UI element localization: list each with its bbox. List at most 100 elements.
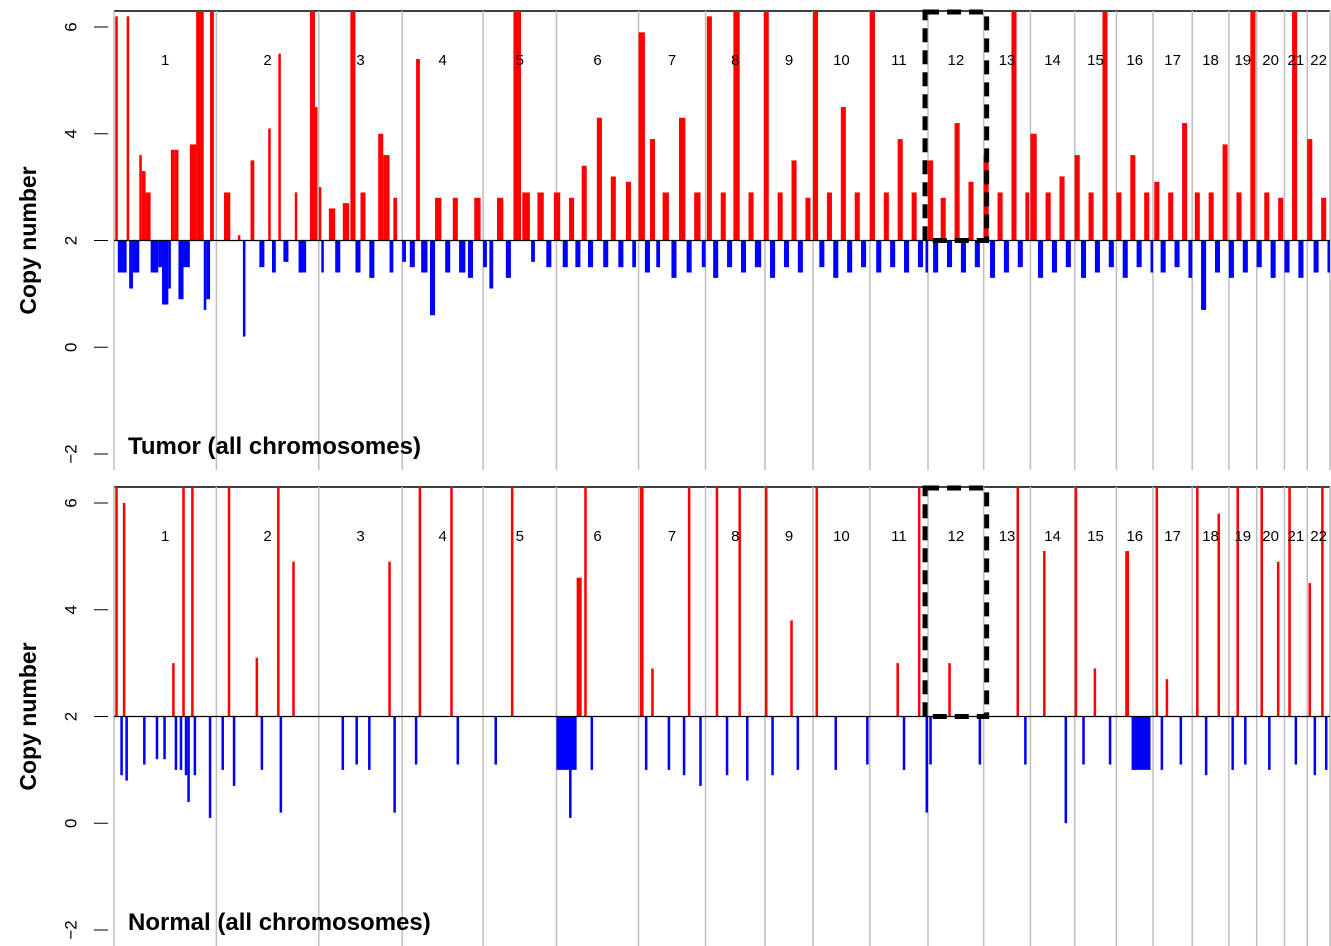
loss-bar <box>389 240 394 273</box>
gain-bar <box>174 149 179 241</box>
gain-bar <box>720 192 726 241</box>
loss-bar <box>989 240 996 278</box>
loss-bar <box>1244 716 1247 765</box>
chromosome-label: 17 <box>1164 528 1181 545</box>
loss-bar <box>242 240 246 337</box>
gain-bar <box>210 11 214 241</box>
loss-bar <box>682 716 686 776</box>
gain-bar <box>826 192 832 241</box>
gain-bar <box>474 197 481 241</box>
loss-bar <box>178 240 184 300</box>
loss-bar <box>847 240 853 273</box>
loss-bar <box>1256 240 1262 268</box>
gain-bar <box>748 192 754 241</box>
gain-bar <box>196 11 204 241</box>
loss-bar <box>834 716 838 770</box>
highlight-box <box>922 485 990 719</box>
loss-bar <box>531 240 535 262</box>
gain-bar <box>581 165 587 241</box>
loss-bar <box>946 240 953 268</box>
loss-bar <box>644 716 648 770</box>
gain-bar <box>309 11 315 241</box>
loss-bar <box>588 240 594 268</box>
gain-bar <box>172 663 175 717</box>
loss-bar <box>430 240 436 316</box>
loss-bar <box>1270 240 1276 278</box>
loss-bar <box>125 716 128 781</box>
loss-bar <box>904 240 910 273</box>
gain-bar <box>1074 155 1080 241</box>
gain-bar <box>170 149 175 241</box>
loss-bar <box>259 240 265 268</box>
loss-bar <box>644 240 650 273</box>
gain-bar <box>1011 11 1017 241</box>
chromosome-label: 16 <box>1126 52 1143 69</box>
loss-bar <box>740 240 747 273</box>
gain-bar <box>840 107 846 241</box>
loss-bar <box>575 240 581 268</box>
gain-bar <box>790 620 793 717</box>
loss-bar <box>1268 716 1271 770</box>
loss-bar <box>368 716 371 770</box>
gain-bar <box>687 487 691 717</box>
loss-bar <box>866 716 869 765</box>
loss-bar <box>120 716 123 776</box>
loss-bar <box>783 240 789 268</box>
loss-bar <box>456 716 460 765</box>
loss-bar <box>162 240 169 305</box>
loss-bar <box>1160 716 1164 770</box>
chromosome-label: 13 <box>999 52 1016 69</box>
loss-bar <box>483 240 487 268</box>
loss-bar <box>459 240 466 273</box>
loss-bar <box>771 716 774 776</box>
gain-bar <box>733 11 740 241</box>
loss-bar <box>978 716 982 765</box>
loss-bar <box>393 716 396 813</box>
gain-bar <box>553 192 561 241</box>
gain-bar <box>1292 11 1298 241</box>
loss-bar <box>184 716 188 776</box>
gain-bar <box>1217 513 1221 717</box>
gain-bar <box>145 192 151 241</box>
gain-bar <box>1208 192 1214 241</box>
loss-bar <box>861 240 867 268</box>
chromosome-label: 4 <box>438 528 446 545</box>
gain-bar <box>278 53 281 241</box>
loss-bar <box>1080 240 1087 278</box>
loss-bar <box>163 716 166 760</box>
gain-bar <box>1130 155 1136 241</box>
gain-bar <box>940 197 946 241</box>
chromosome-label: 15 <box>1087 528 1104 545</box>
chromosome-label: 14 <box>1044 52 1061 69</box>
loss-bar <box>335 240 341 273</box>
loss-bar <box>1051 240 1057 273</box>
chromosome-label: 21 <box>1288 52 1305 69</box>
loss-bar <box>355 716 358 765</box>
loss-bar <box>556 716 577 770</box>
gain-bar <box>679 117 686 241</box>
gain-bar <box>694 192 701 241</box>
gain-bar <box>191 487 194 717</box>
gain-bar <box>1250 11 1256 241</box>
loss-bar <box>667 716 671 770</box>
loss-bar <box>656 240 661 268</box>
gain-bar <box>350 11 356 241</box>
loss-bar <box>713 240 719 278</box>
gain-bar <box>522 192 530 241</box>
chromosome-label: 10 <box>833 528 850 545</box>
gain-bar <box>122 503 126 717</box>
gain-bar <box>378 133 384 241</box>
chromosome-label: 16 <box>1126 528 1143 545</box>
gain-bar <box>1182 123 1188 241</box>
loss-bar <box>445 240 451 273</box>
gain-bar <box>917 487 921 717</box>
loss-bar <box>494 716 498 765</box>
gain-bar <box>292 561 295 717</box>
loss-bar <box>117 240 127 273</box>
chromosome-label: 3 <box>356 528 364 545</box>
gain-bar <box>314 107 318 241</box>
chromosome-label: 22 <box>1310 52 1327 69</box>
loss-bar <box>925 716 929 813</box>
gain-bar <box>126 16 130 241</box>
